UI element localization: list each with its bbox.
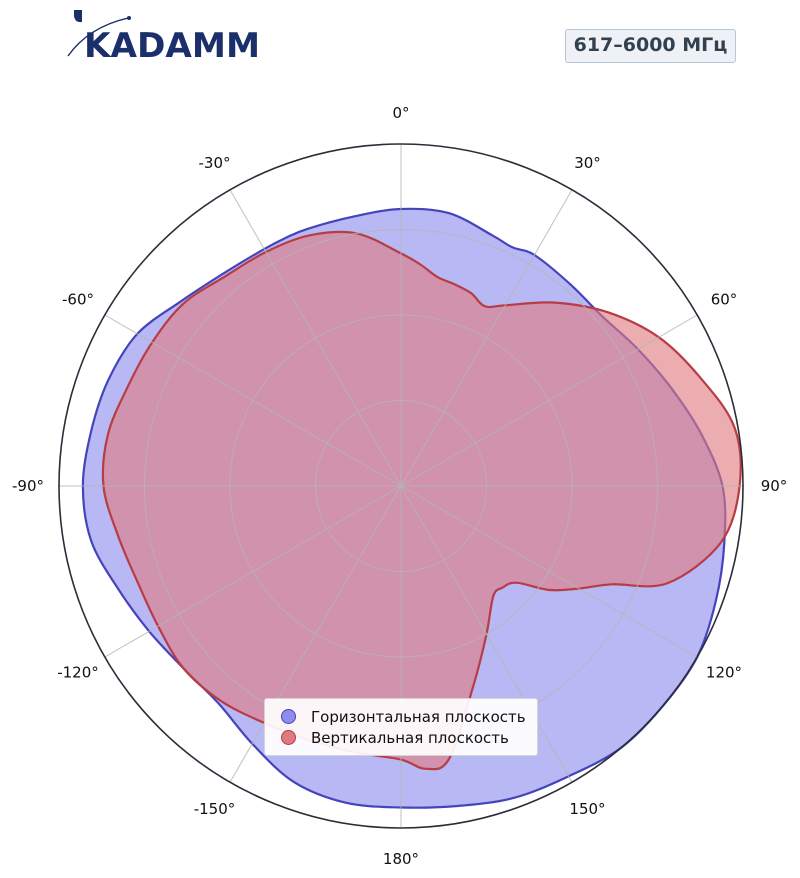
logo-flag [74, 10, 82, 23]
angular-gridline [400, 485, 698, 658]
legend-swatch-horizontal [281, 709, 296, 724]
series-area-vertical [101, 230, 742, 771]
angle-tick-label: 120° [706, 664, 742, 682]
kadamm-logo: KADAMM [67, 10, 260, 64]
angle-tick-label: 90° [761, 477, 788, 495]
angle-tick-label: -120° [57, 664, 99, 682]
legend-item-vertical: Вертикальная плоскость [281, 727, 537, 748]
angular-gridline [229, 189, 402, 487]
legend-item-horizontal: Горизонтальная плоскость [281, 706, 537, 727]
angle-tick-label: -90° [12, 477, 44, 495]
angle-tick-label: -30° [199, 154, 231, 172]
logo-dot [127, 16, 131, 20]
legend-label-horizontal: Горизонтальная плоскость [311, 707, 526, 726]
polar-outer-ring [58, 143, 744, 829]
angular-gridline [400, 314, 698, 487]
legend-label-vertical: Вертикальная плоскость [311, 728, 509, 747]
angular-gridline [104, 314, 402, 487]
angle-tick-label: 150° [569, 800, 605, 818]
frequency-badge: 617–6000 МГц [565, 29, 736, 63]
angular-gridline [229, 485, 402, 783]
angle-tick-label: -60° [62, 291, 94, 309]
angle-tick-label: 30° [574, 154, 601, 172]
angular-gridline [400, 485, 573, 783]
angle-tick-label: 60° [711, 291, 738, 309]
angle-tick-label: 0° [392, 104, 409, 122]
chart-legend: Горизонтальная плоскость Вертикальная пл… [264, 698, 538, 756]
angular-gridline [400, 189, 573, 487]
legend-swatch-vertical [281, 730, 296, 745]
angle-tick-label: -150° [194, 800, 236, 818]
logo-swoosh [67, 17, 129, 57]
angular-gridline [104, 485, 402, 658]
angle-tick-label: 180° [383, 850, 419, 868]
logo-wordmark: KADAMM [84, 26, 260, 64]
